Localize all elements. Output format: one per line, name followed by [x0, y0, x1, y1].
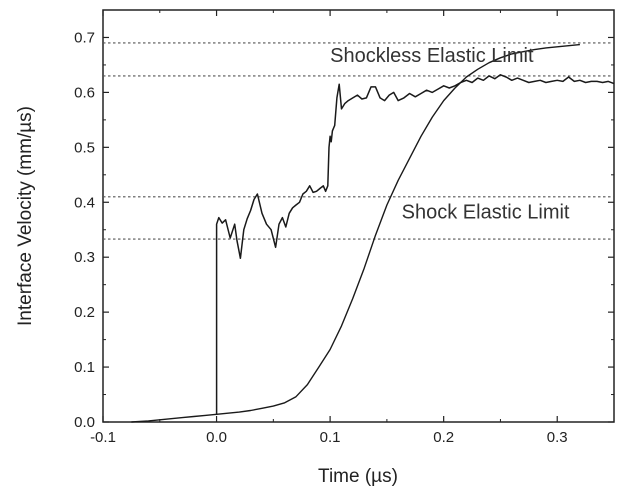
y-tick-label: 0.5: [74, 139, 95, 156]
y-axis-title: Interface Velocity (mm/µs): [15, 106, 36, 326]
series-line-shock: [215, 74, 615, 415]
x-tick-label: -0.1: [90, 429, 116, 446]
series-line-ramp: [131, 43, 580, 423]
annotation-0: Shockless Elastic Limit: [330, 45, 534, 67]
data-series: [131, 43, 615, 423]
reference-lines: [103, 42, 614, 240]
x-tick-label: 0.1: [320, 429, 341, 446]
y-tick-label: 0.6: [74, 84, 95, 101]
y-tick-label: 0.4: [74, 194, 95, 211]
x-tick-label: 0.3: [547, 429, 568, 446]
plot-frame: [102, 9, 615, 423]
annotations: Shockless Elastic Limit Shock Elastic Lim…: [330, 45, 570, 224]
x-axis-title: Time (µs): [318, 466, 398, 487]
x-axis-ticks: -0.1 0.0 0.1 0.2 0.3: [90, 10, 568, 446]
y-axis-ticks: 0.0 0.1 0.2 0.3 0.4 0.5 0.6 0.7: [74, 9, 614, 431]
y-tick-label: 0.3: [74, 249, 95, 266]
x-tick-label: 0.2: [433, 429, 454, 446]
x-tick-label: 0.0: [206, 429, 227, 446]
y-tick-label: 0.1: [74, 359, 95, 376]
y-tick-label: 0.0: [74, 414, 95, 431]
y-tick-label: 0.2: [74, 304, 95, 321]
y-tick-label: 0.7: [74, 29, 95, 46]
annotation-1: Shock Elastic Limit: [402, 202, 570, 224]
